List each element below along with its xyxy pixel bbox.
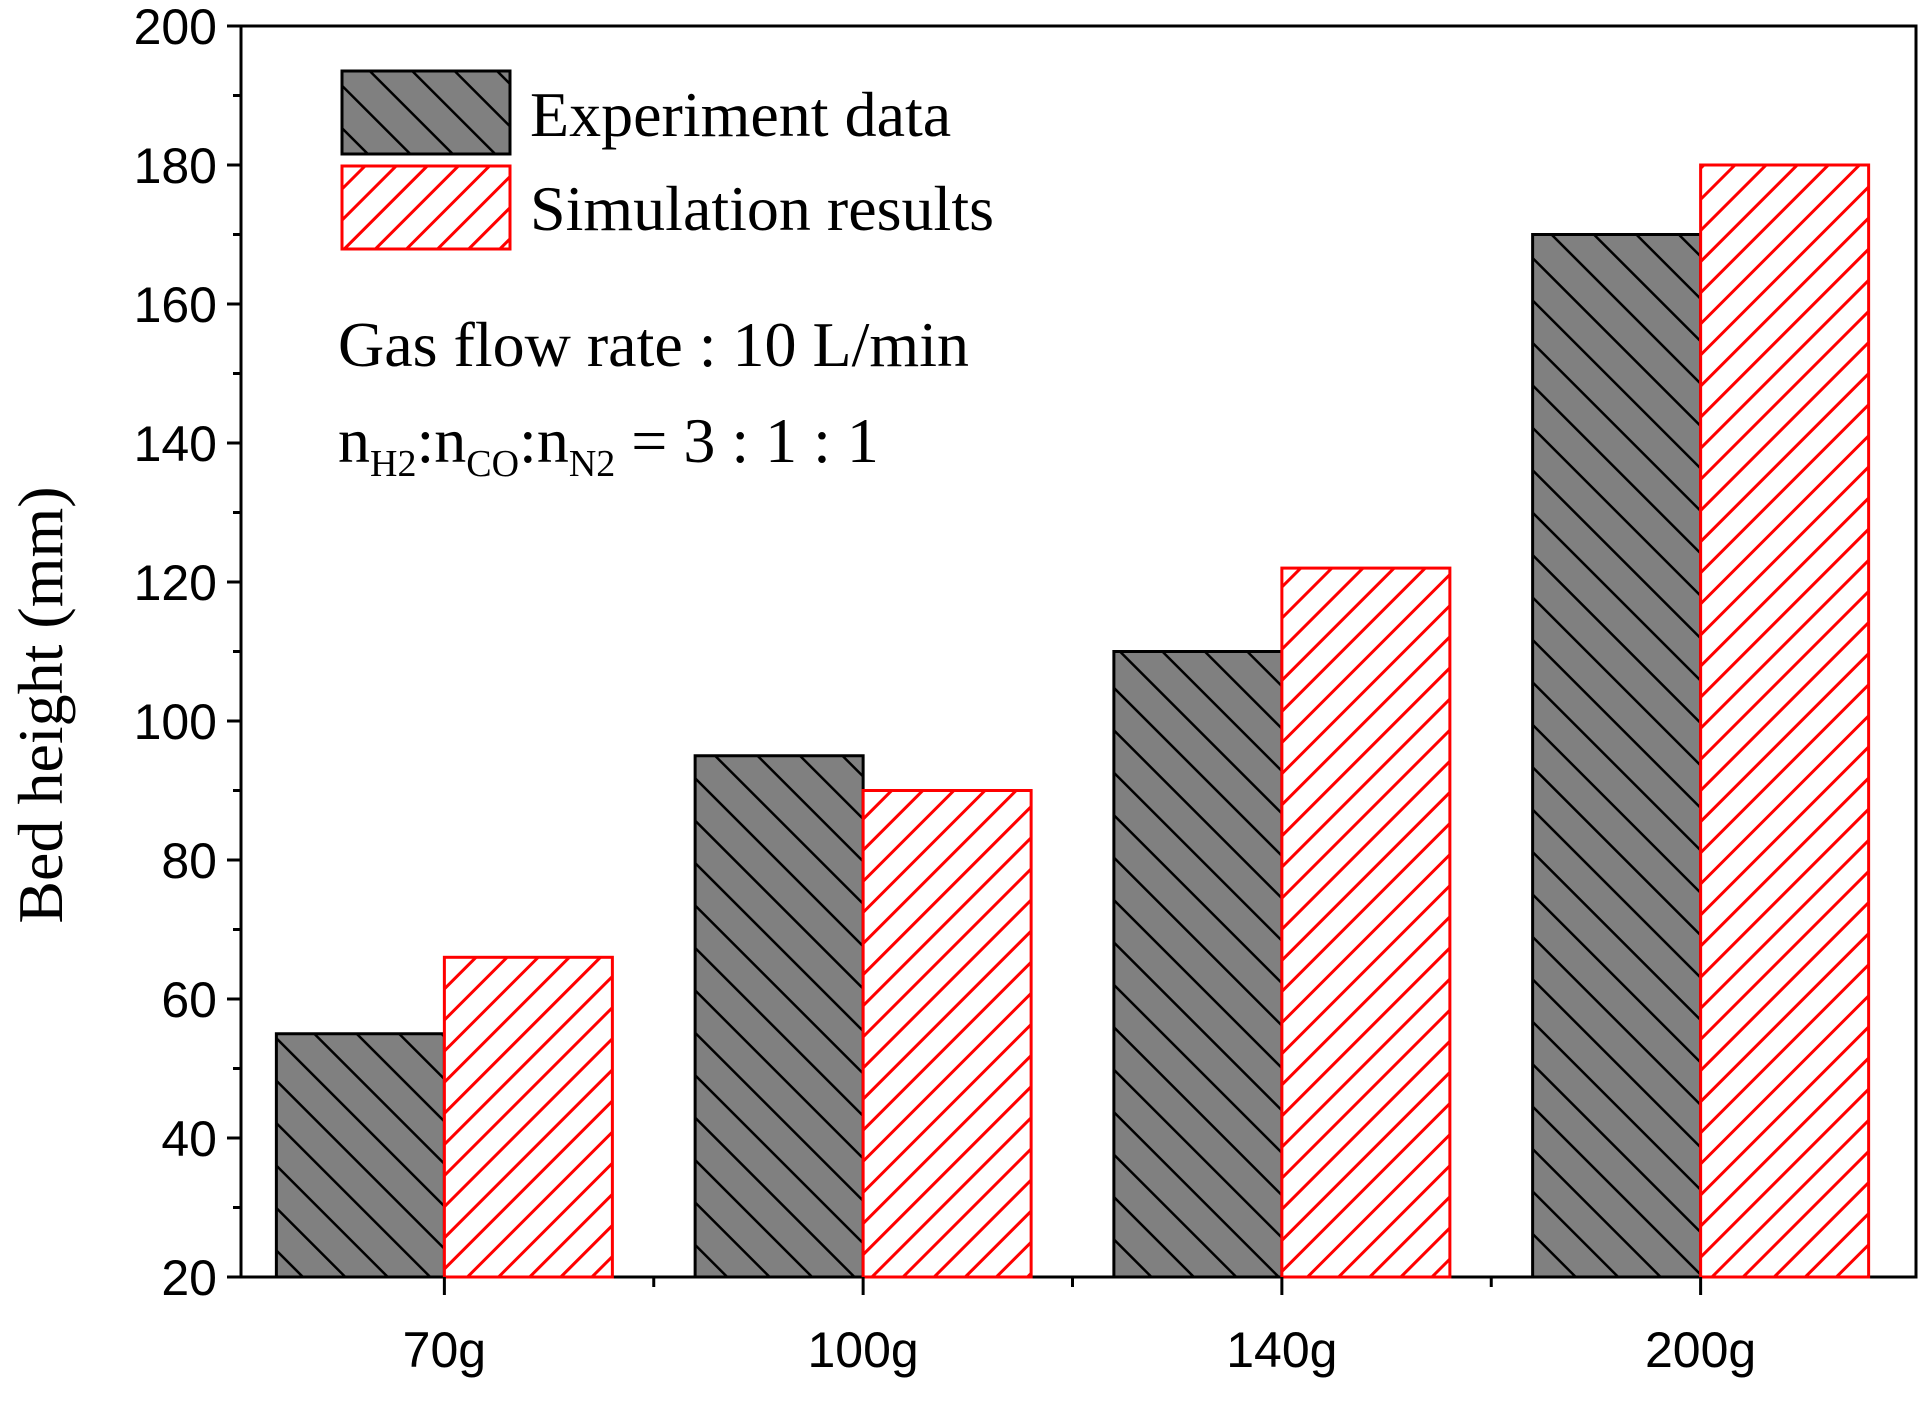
- y-tick-label: 120: [134, 555, 217, 611]
- bar-experiment: [1531, 233, 1703, 1279]
- legend: Experiment data Simulation results: [340, 69, 994, 251]
- legend-label-simulation: Simulation results: [530, 173, 994, 244]
- y-tick-label: 20: [161, 1250, 217, 1306]
- bars-group: [274, 163, 1871, 1279]
- legend-swatch-simulation: [340, 164, 512, 251]
- x-tick-label: 140g: [1226, 1322, 1337, 1378]
- annotation-molar-ratio: nH2:nCO:nN2 = 3 : 1 : 1: [338, 405, 879, 485]
- y-tick-label: 180: [134, 138, 217, 194]
- y-tick-label: 140: [134, 416, 217, 472]
- annotation-gas-flow: Gas flow rate : 10 L/min: [338, 309, 969, 380]
- bar-experiment: [693, 754, 865, 1279]
- bar-experiment: [274, 1032, 446, 1279]
- y-tick-label: 160: [134, 277, 217, 333]
- bar-simulation: [442, 955, 614, 1279]
- y-tick-label: 40: [161, 1111, 217, 1167]
- y-axis: 20 40 60 80 100 120 140 160 180 200: [134, 0, 241, 1306]
- y-tick-label: 100: [134, 694, 217, 750]
- y-tick-label: 80: [161, 833, 217, 889]
- bar-simulation: [1280, 566, 1452, 1279]
- y-tick-label: 60: [161, 972, 217, 1028]
- x-tick-label: 200g: [1645, 1322, 1756, 1378]
- legend-label-experiment: Experiment data: [530, 79, 951, 150]
- bar-simulation: [861, 789, 1033, 1279]
- bar-simulation: [1699, 163, 1871, 1279]
- bar-experiment: [1112, 650, 1284, 1279]
- legend-swatch-experiment: [340, 69, 512, 156]
- x-tick-label: 100g: [808, 1322, 919, 1378]
- y-tick-label: 200: [134, 0, 217, 55]
- x-axis: 70g 100g 140g 200g: [403, 1277, 1756, 1378]
- x-tick-label: 70g: [403, 1322, 486, 1378]
- y-axis-title: Bed height (mm): [5, 486, 76, 923]
